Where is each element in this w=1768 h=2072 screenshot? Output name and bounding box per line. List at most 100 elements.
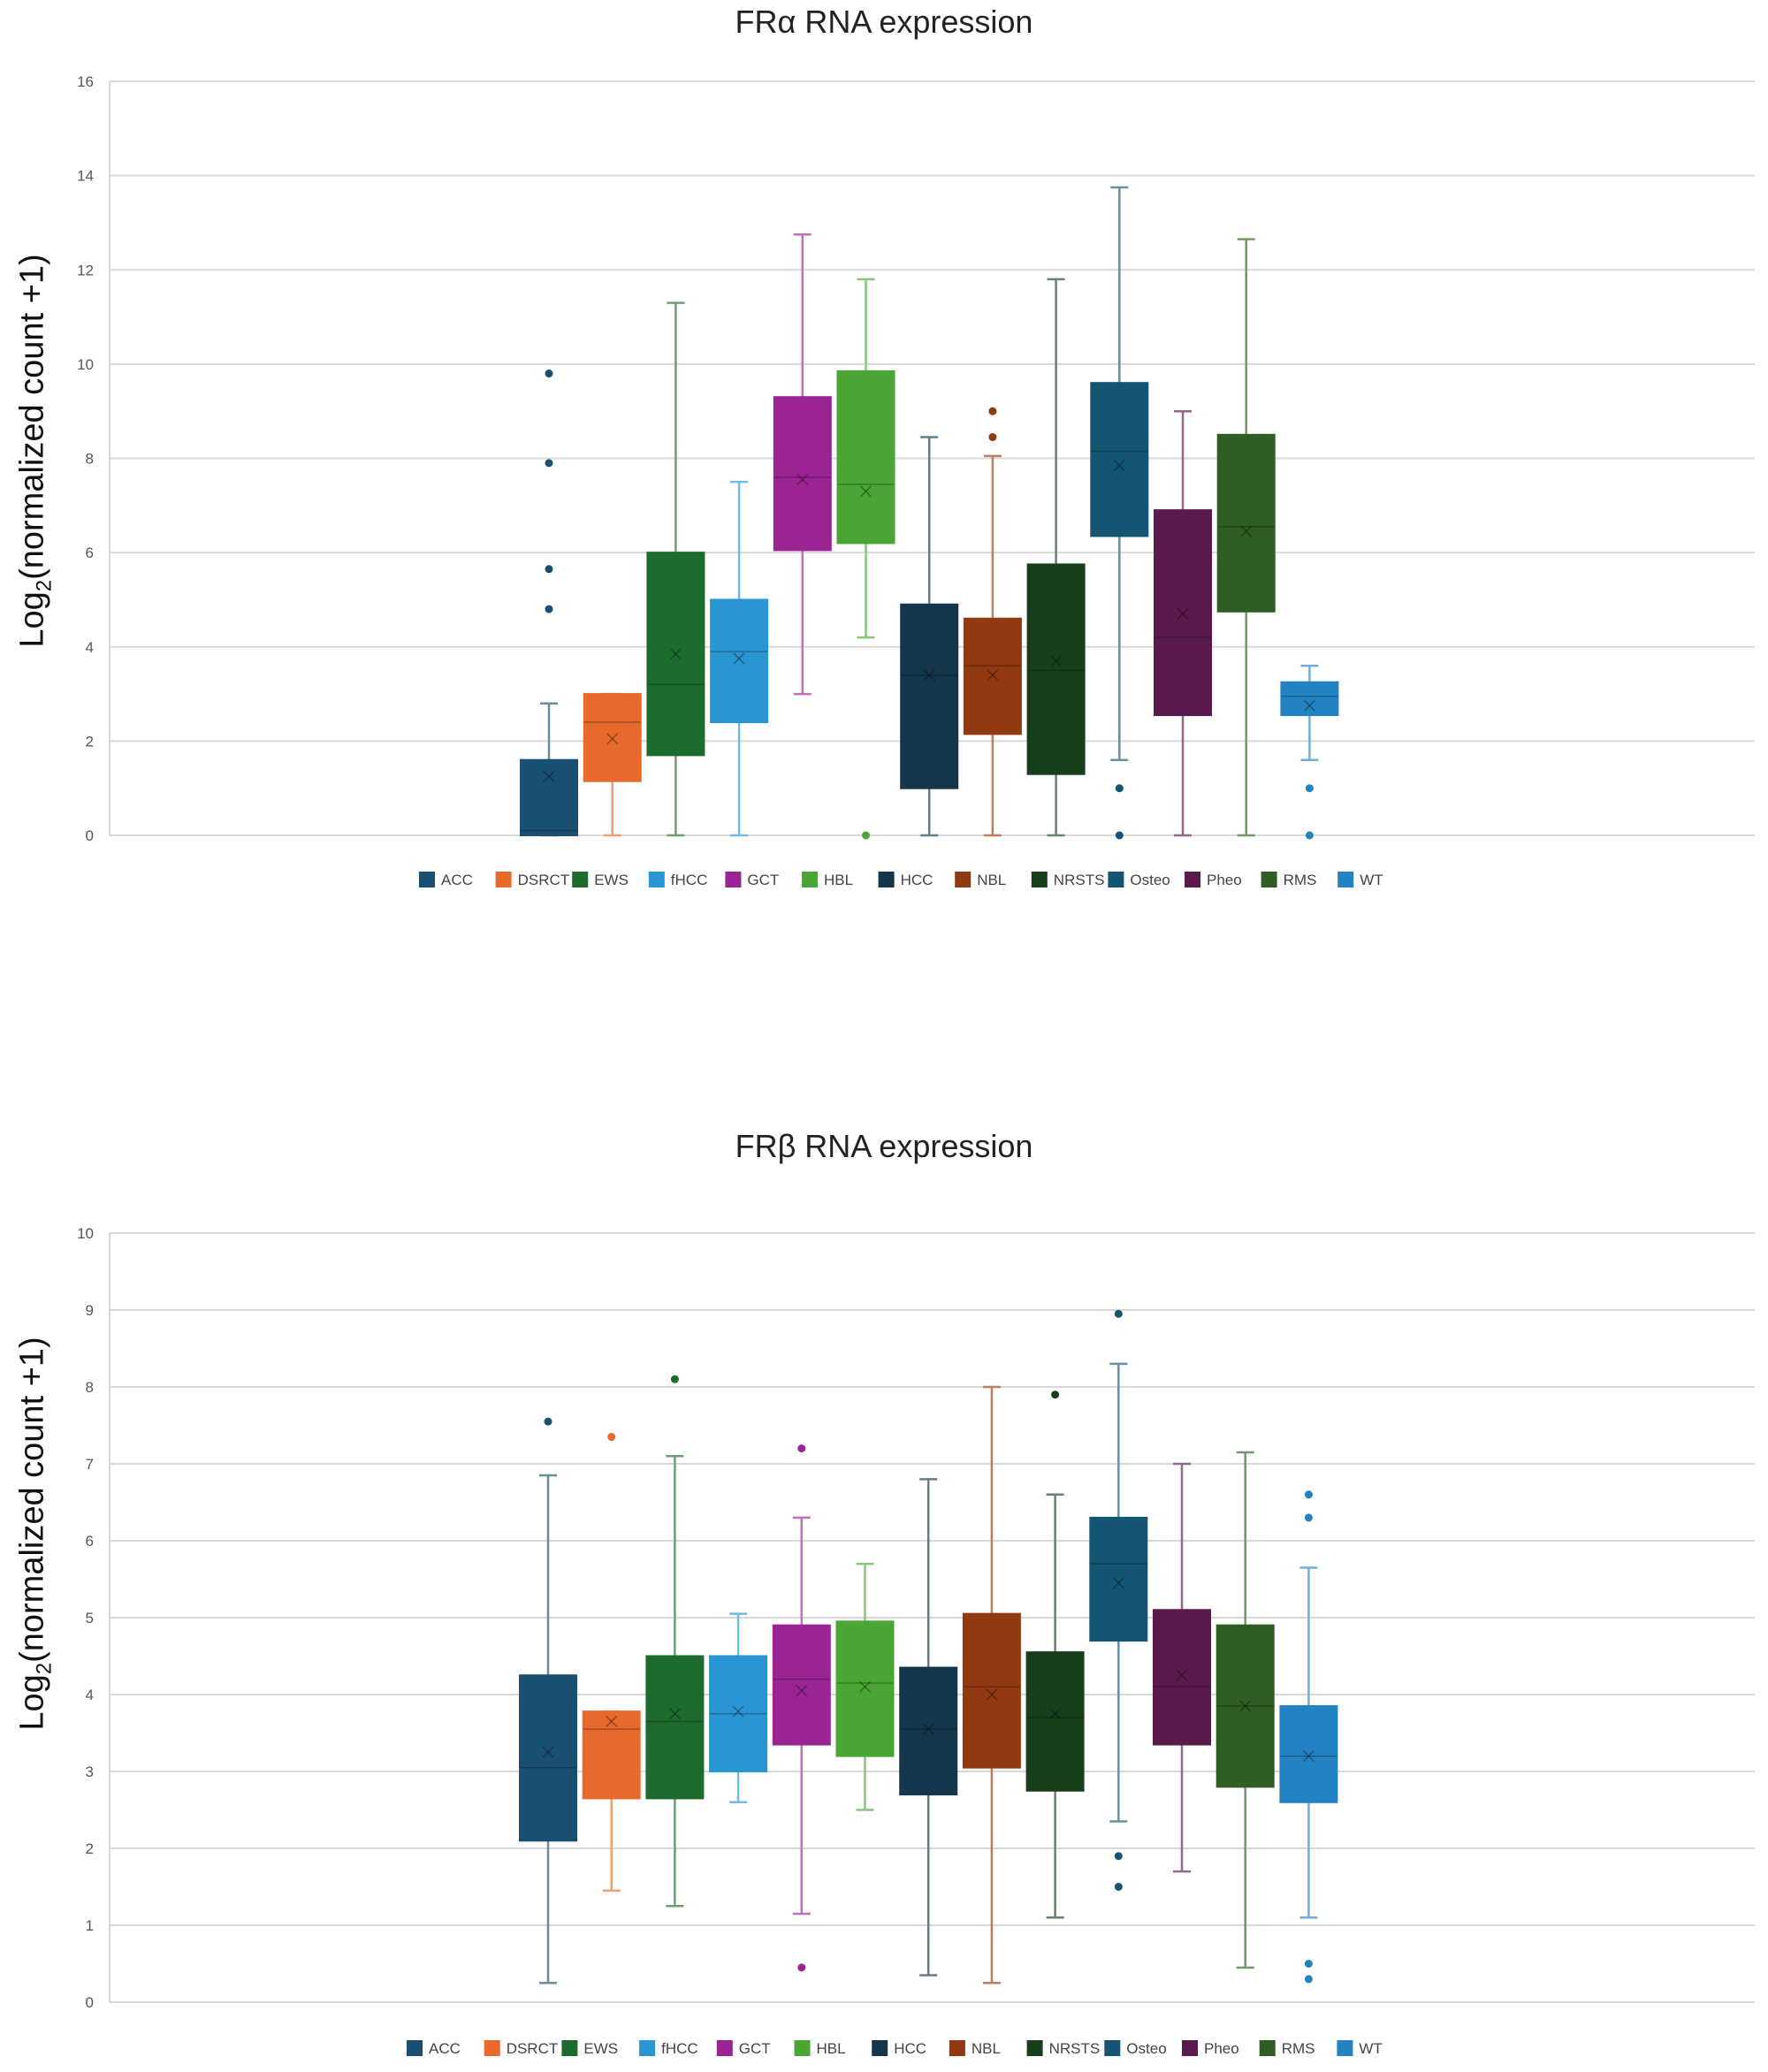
legend-item-acc: ACC xyxy=(407,2040,461,2057)
box-wt xyxy=(1280,664,1339,840)
mean-marker xyxy=(733,652,745,665)
legend-item-rms: RMS xyxy=(1261,872,1316,888)
legend-swatch xyxy=(1259,2040,1276,2056)
iqr-box xyxy=(645,1655,705,1800)
box-nbl xyxy=(963,407,1022,837)
y-tick-label: 7 xyxy=(86,1456,94,1473)
y-tick-label: 0 xyxy=(86,1994,94,2011)
legend-label: HCC xyxy=(894,2040,926,2057)
legend-label: ACC xyxy=(429,2040,461,2057)
y-tick-label: 10 xyxy=(77,1225,94,1242)
legend-swatch xyxy=(1108,872,1124,887)
box-nrsts xyxy=(1026,278,1086,837)
legend-item-hcc: HCC xyxy=(872,2040,926,2057)
mean-marker xyxy=(1240,525,1253,537)
y-tick-label: 16 xyxy=(77,73,94,90)
mean-marker xyxy=(987,669,999,682)
outlier-point xyxy=(545,565,553,574)
mean-marker xyxy=(1050,655,1063,667)
legend: ACC DSRCT EWS fHCC GCT HBL HCC NBL NRSTS Osteo Phe… xyxy=(419,872,1383,888)
legend-item-rms: RMS xyxy=(1259,2040,1315,2057)
legend-swatch xyxy=(1031,872,1048,887)
y-tick-label: 8 xyxy=(86,451,94,468)
iqr-box xyxy=(1216,1624,1275,1788)
mean-marker xyxy=(669,648,682,660)
y-tick-label: 10 xyxy=(77,356,94,373)
outlier-point xyxy=(544,1417,552,1426)
legend-label: WT xyxy=(1359,2040,1382,2057)
y-tick-label: 5 xyxy=(86,1610,94,1626)
legend-swatch xyxy=(648,872,665,887)
mean-marker xyxy=(1303,699,1315,712)
box-acc xyxy=(519,1417,577,1984)
legend-label: Pheo xyxy=(1207,872,1242,888)
iqr-box xyxy=(1279,1705,1338,1803)
legend-label: HBL xyxy=(817,2040,846,2057)
iqr-box xyxy=(1153,1609,1211,1746)
y-tick-label: 4 xyxy=(86,639,94,656)
legend-item-nrsts: NRSTS xyxy=(1031,872,1104,888)
box-fhcc xyxy=(709,1612,768,1804)
mean-marker xyxy=(542,1746,554,1758)
iqr-box xyxy=(519,1674,577,1842)
mean-marker xyxy=(858,1680,872,1693)
legend-swatch xyxy=(1104,2040,1121,2056)
y-tick-label: 2 xyxy=(86,1840,94,1857)
outlier-point xyxy=(797,1963,806,1972)
legend-label: EWS xyxy=(583,2040,618,2057)
legend-swatch xyxy=(872,2040,888,2056)
mean-marker xyxy=(922,1723,934,1735)
legend-swatch xyxy=(1337,872,1354,887)
outlier-point xyxy=(1115,831,1124,840)
box-osteo xyxy=(1089,1309,1148,1891)
legend: ACC DSRCT EWS fHCC GCT HBL HCC NBL NRSTS Osteo Phe… xyxy=(407,2040,1383,2057)
legend-item-gct: GCT xyxy=(716,2040,771,2057)
outlier-point xyxy=(797,1444,806,1453)
iqr-box xyxy=(899,1666,958,1796)
legend-item-hbl: HBL xyxy=(794,2040,846,2057)
legend-swatch xyxy=(794,2040,811,2056)
mean-marker xyxy=(668,1708,681,1720)
legend-swatch xyxy=(725,872,742,887)
legend-label: GCT xyxy=(747,872,779,888)
box-pheo xyxy=(1153,1462,1211,1873)
mean-marker xyxy=(543,770,555,782)
legend-swatch xyxy=(1337,2040,1353,2056)
legend-label: NRSTS xyxy=(1049,2040,1101,2057)
legend-swatch xyxy=(1185,872,1200,887)
iqr-box xyxy=(520,758,578,837)
box-nrsts xyxy=(1025,1390,1085,1919)
mean-marker xyxy=(606,1715,618,1727)
iqr-box xyxy=(963,617,1022,735)
legend-swatch xyxy=(572,872,589,887)
chart-title: FRα RNA expression xyxy=(735,4,1033,40)
legend-item-wt: WT xyxy=(1337,2040,1383,2057)
box-fhcc xyxy=(710,480,769,837)
box-plot-fr-alpha: 0 2 4 6 8 10 12 14 16 ACC DSRCT EWS fHCC GCT HBL HCC NBL… xyxy=(77,73,1755,888)
iqr-box xyxy=(1280,681,1339,717)
legend-item-wt: WT xyxy=(1337,872,1383,888)
legend-label: fHCC xyxy=(671,872,708,888)
legend-label: Osteo xyxy=(1126,2040,1166,2057)
box-hcc xyxy=(900,436,959,837)
box-osteo xyxy=(1090,186,1149,840)
outlier-point xyxy=(988,433,997,442)
outlier-point xyxy=(862,831,870,840)
box-hbl xyxy=(836,278,895,840)
iqr-box xyxy=(900,603,959,789)
y-tick-label: 14 xyxy=(77,168,94,185)
legend-swatch xyxy=(484,2040,500,2056)
legend-label: WT xyxy=(1360,872,1383,888)
mean-marker xyxy=(1177,607,1189,620)
legend-swatch xyxy=(802,872,818,887)
box-gct xyxy=(772,1444,831,1972)
chart-title: FRβ RNA expression xyxy=(735,1128,1033,1164)
legend-label: HCC xyxy=(901,872,934,888)
legend-label: DSRCT xyxy=(507,2040,559,2057)
iqr-box xyxy=(1025,1651,1085,1792)
outlier-point xyxy=(1114,1852,1123,1861)
legend-label: HBL xyxy=(824,872,853,888)
mean-marker xyxy=(796,1685,808,1697)
mean-marker xyxy=(1176,1669,1188,1681)
mean-marker xyxy=(923,669,935,682)
